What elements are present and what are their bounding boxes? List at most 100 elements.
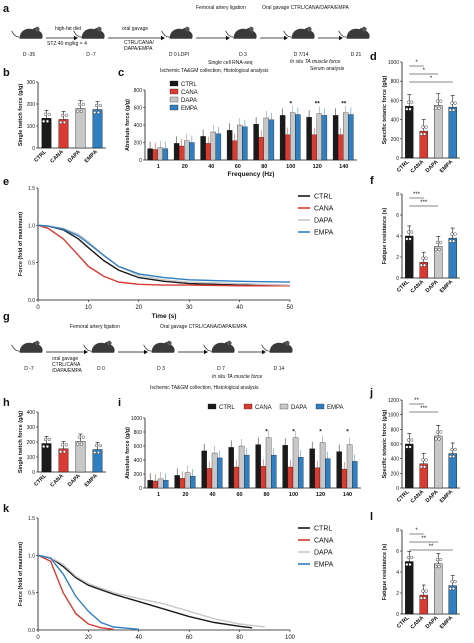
timeline-label: Serum analysis: [310, 66, 345, 72]
mouse-ear: [96, 26, 102, 32]
mouse-ear: [166, 340, 172, 346]
data-point: [94, 103, 99, 108]
bar: [319, 442, 326, 489]
timeline-day: D 14: [274, 366, 285, 372]
mouse-ear: [284, 340, 290, 346]
y-tick-label: 8: [396, 192, 399, 198]
bar: [147, 480, 153, 489]
timeline-label: In situ TA muscle force: [212, 374, 263, 380]
bar: [290, 112, 296, 161]
data-point: [453, 101, 457, 105]
bar: [162, 148, 169, 161]
y-tick-label: 2: [396, 255, 399, 261]
x-tick-label: 60: [236, 492, 242, 498]
bar: [152, 149, 158, 161]
y-tick-label: 200: [134, 141, 143, 147]
arrow-head: [262, 349, 266, 355]
bar: [352, 461, 358, 489]
bar: [184, 140, 190, 161]
x-tick-label: 120: [316, 492, 325, 498]
data-point: [424, 256, 428, 260]
mouse-icon: [11, 26, 43, 39]
data-point: [453, 232, 457, 236]
bar: [336, 451, 342, 489]
data-point: [451, 587, 456, 591]
legend-label: DAPA: [181, 98, 197, 104]
y-axis-label: Absolute force (g/g): [125, 427, 131, 479]
y-tick-label: 1000: [131, 416, 142, 422]
arrow-head: [161, 35, 165, 41]
y-axis-label: Specific tetanic force (g/g): [382, 75, 388, 144]
y-tick-label: 0: [139, 486, 142, 492]
y-axis-label: Force (fold of maximum): [18, 212, 24, 276]
data-point: [410, 230, 414, 234]
bar: [306, 116, 312, 161]
bar: [325, 458, 331, 489]
data-point: [439, 240, 443, 245]
data-point: [437, 564, 441, 569]
x-tick-label: 40: [236, 305, 243, 311]
y-axis-label: Absolute force (g/g): [125, 99, 131, 151]
bar: [268, 119, 275, 161]
data-point: [81, 102, 85, 106]
legend-swatch: [279, 403, 289, 410]
bar: [200, 136, 206, 161]
data-point: [450, 580, 454, 584]
bar: [287, 466, 294, 489]
y-tick-label: 600: [391, 442, 400, 448]
significance-star: *: [319, 428, 322, 435]
timeline-label: Femoral artery ligation: [70, 324, 120, 330]
significance-star: *: [423, 68, 426, 74]
mouse-tail: [261, 344, 270, 352]
significance-star: *: [292, 428, 295, 435]
x-tick-label: 0: [36, 635, 40, 641]
legend-label: CANA: [181, 90, 198, 96]
legend-swatch: [169, 80, 179, 87]
arrow-head: [204, 349, 208, 355]
series-line: [37, 224, 291, 283]
bar: [332, 115, 339, 161]
y-tick-label: 400: [134, 123, 143, 129]
bar: [226, 130, 233, 161]
y-tick-label: 600: [134, 444, 143, 450]
arrow-head: [226, 35, 230, 41]
data-point: [408, 237, 412, 241]
data-point: [421, 125, 425, 129]
x-tick-label: EMPA: [84, 149, 99, 164]
panel-letter-l: l: [370, 511, 373, 523]
x-axis-label: Time (s): [152, 313, 177, 320]
bar: [314, 467, 321, 489]
data-point: [419, 132, 423, 136]
bar: [292, 437, 299, 489]
data-point: [421, 256, 425, 260]
data-point: [435, 557, 440, 562]
timeline-label: oral gavage: [52, 356, 78, 362]
bar: [178, 145, 185, 161]
y-tick-label: 0: [139, 158, 142, 164]
x-tick-label: 20: [85, 635, 92, 641]
y-tick-label: 800: [134, 88, 143, 94]
bar: [173, 143, 180, 161]
panel-letter-b: b: [3, 67, 10, 79]
data-point: [406, 230, 411, 234]
bar: [206, 468, 213, 489]
data-point: [451, 454, 456, 459]
y-axis-label: Fatigue resistance (s): [382, 544, 388, 601]
timeline-label: /DAPA/EMPA: [52, 368, 82, 374]
timeline-label: Oral gavage CTRL/CANA/DAPA/EMPA: [160, 324, 247, 330]
bar: [233, 466, 240, 489]
timeline-day: D 3: [239, 52, 247, 58]
data-point: [451, 108, 456, 112]
bar: [190, 475, 196, 489]
y-tick-label: 0.5: [28, 591, 35, 597]
x-tick-label: 1: [157, 164, 160, 170]
legend-swatch: [169, 96, 179, 103]
y-tick-label: 400: [391, 457, 400, 463]
timeline-label: DAPA/EMPA: [124, 46, 153, 52]
data-point: [405, 562, 409, 567]
data-point: [424, 589, 428, 593]
bar: [265, 437, 272, 489]
y-tick-label: 8: [396, 528, 399, 534]
data-point: [47, 112, 51, 116]
bar: [179, 478, 186, 489]
